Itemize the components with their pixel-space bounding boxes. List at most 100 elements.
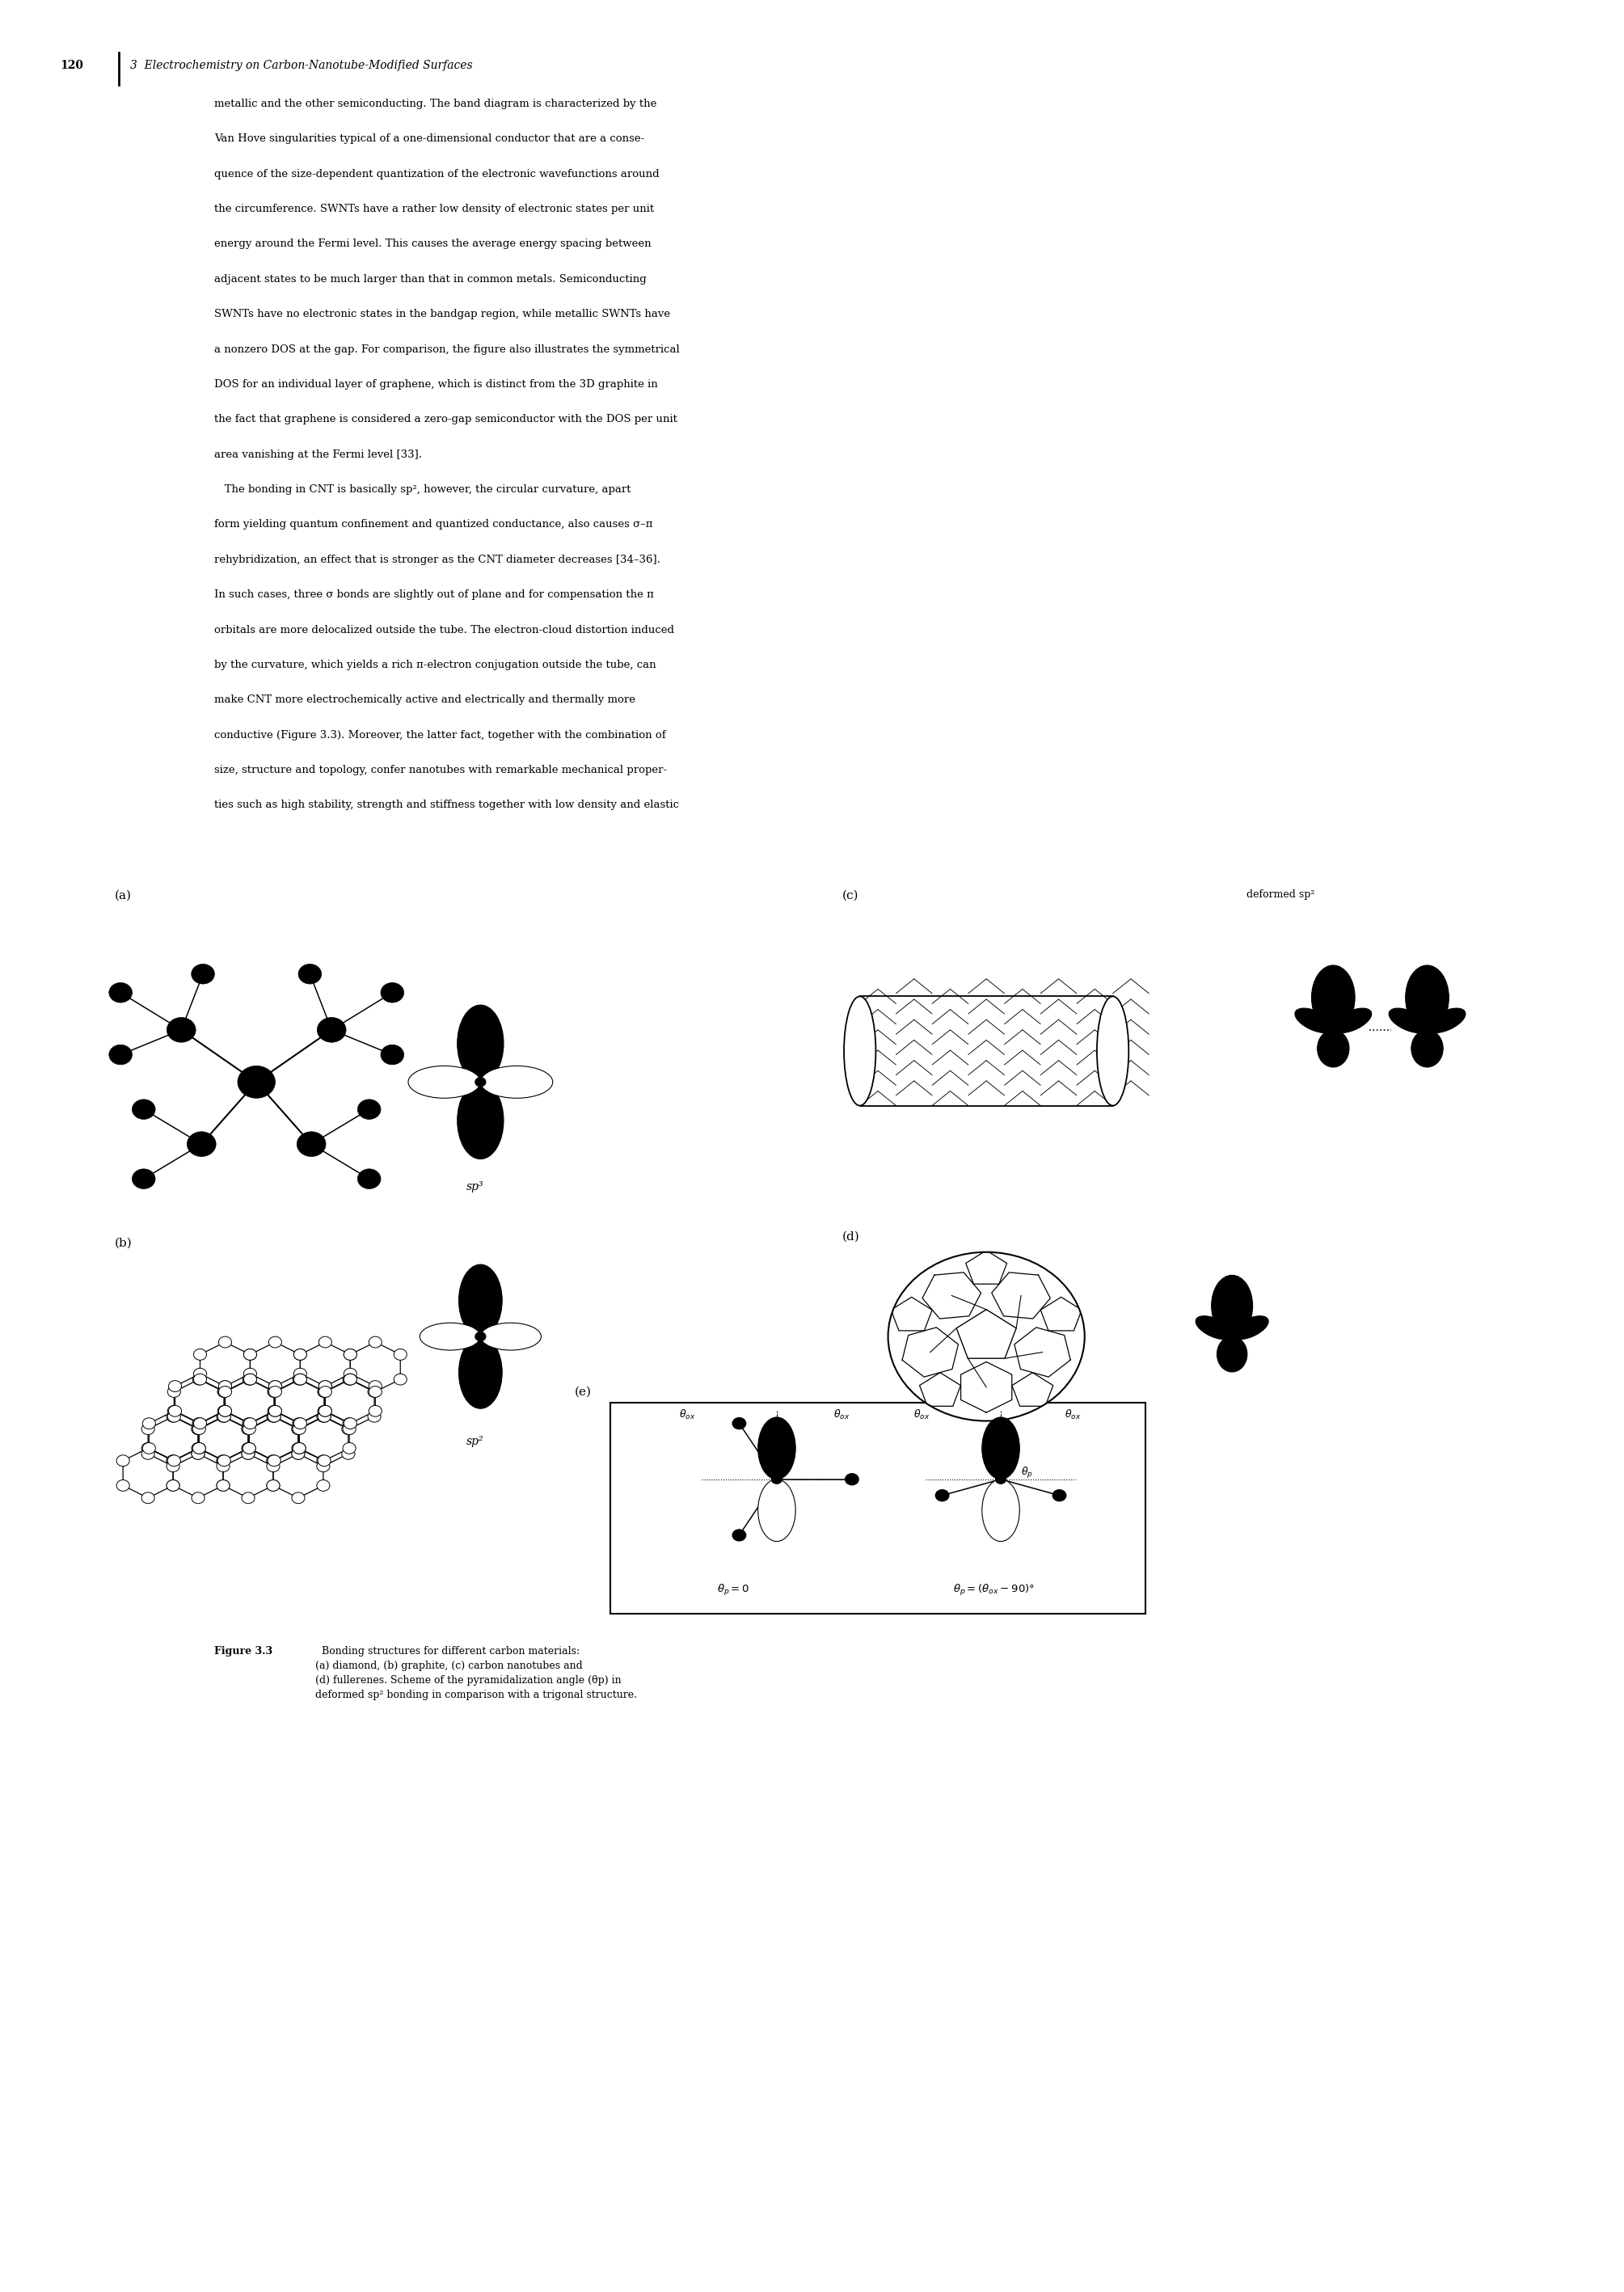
Circle shape <box>193 1442 206 1453</box>
Circle shape <box>242 1442 255 1453</box>
Circle shape <box>344 1373 357 1384</box>
Circle shape <box>474 1332 486 1341</box>
Circle shape <box>167 1481 180 1492</box>
Circle shape <box>1423 1025 1432 1034</box>
Circle shape <box>380 1045 404 1063</box>
Text: SWNTs have no electronic states in the bandgap region, while metallic SWNTs have: SWNTs have no electronic states in the b… <box>214 309 671 319</box>
Circle shape <box>216 1481 229 1492</box>
Circle shape <box>935 1490 950 1501</box>
Text: $\theta_{ox}$: $\theta_{ox}$ <box>913 1407 929 1421</box>
Circle shape <box>242 1449 255 1460</box>
Ellipse shape <box>481 1066 552 1098</box>
Circle shape <box>244 1419 257 1428</box>
Ellipse shape <box>1389 1008 1427 1034</box>
Circle shape <box>268 1387 281 1398</box>
Circle shape <box>109 1045 132 1063</box>
Ellipse shape <box>983 1478 1020 1540</box>
Circle shape <box>1328 1025 1338 1034</box>
Text: a nonzero DOS at the gap. For comparison, the figure also illustrates the symmet: a nonzero DOS at the gap. For comparison… <box>214 344 680 355</box>
Circle shape <box>193 1373 206 1384</box>
Circle shape <box>318 1455 331 1467</box>
Circle shape <box>1228 1332 1237 1341</box>
Text: sp²: sp² <box>466 1435 484 1446</box>
Circle shape <box>1052 1490 1067 1501</box>
Circle shape <box>242 1492 255 1504</box>
Ellipse shape <box>419 1322 481 1350</box>
Circle shape <box>996 1474 1007 1485</box>
Circle shape <box>167 1455 180 1467</box>
Circle shape <box>357 1169 380 1190</box>
Circle shape <box>192 1423 205 1435</box>
Text: The bonding in CNT is basically sp², however, the circular curvature, apart: The bonding in CNT is basically sp², how… <box>214 484 632 495</box>
Text: (b): (b) <box>115 1238 133 1249</box>
Text: quence of the size-dependent quantization of the electronic wavefunctions around: quence of the size-dependent quantizatio… <box>214 170 659 179</box>
Circle shape <box>318 1387 331 1398</box>
Circle shape <box>219 1380 232 1391</box>
Circle shape <box>237 1066 274 1098</box>
Circle shape <box>732 1416 747 1430</box>
Text: Van Hove singularities typical of a one-dimensional conductor that are a conse-: Van Hove singularities typical of a one-… <box>214 133 645 144</box>
Circle shape <box>266 1481 279 1492</box>
Ellipse shape <box>458 1004 503 1082</box>
Circle shape <box>193 1423 206 1435</box>
Circle shape <box>109 983 132 1002</box>
Text: orbitals are more delocalized outside the tube. The electron-cloud distortion in: orbitals are more delocalized outside th… <box>214 626 674 635</box>
Circle shape <box>268 1387 281 1398</box>
Circle shape <box>193 1419 206 1428</box>
Circle shape <box>193 1373 206 1384</box>
Ellipse shape <box>1405 965 1449 1029</box>
Circle shape <box>169 1380 182 1391</box>
Circle shape <box>268 1336 281 1348</box>
Circle shape <box>318 1412 331 1421</box>
Text: size, structure and topology, confer nanotubes with remarkable mechanical proper: size, structure and topology, confer nan… <box>214 766 667 775</box>
Ellipse shape <box>1212 1274 1252 1336</box>
Circle shape <box>268 1412 281 1421</box>
Circle shape <box>244 1350 257 1359</box>
Circle shape <box>216 1455 229 1467</box>
Circle shape <box>994 1442 1009 1453</box>
Circle shape <box>219 1336 232 1348</box>
Circle shape <box>218 1412 231 1421</box>
Circle shape <box>192 1423 205 1435</box>
Circle shape <box>167 1455 180 1467</box>
Text: In such cases, three σ bonds are slightly out of plane and for compensation the : In such cases, three σ bonds are slightl… <box>214 589 654 601</box>
Circle shape <box>117 1455 130 1467</box>
Circle shape <box>395 1350 408 1359</box>
Circle shape <box>167 1405 180 1416</box>
Ellipse shape <box>1195 1316 1233 1339</box>
Bar <box>859 997 1112 1105</box>
Circle shape <box>169 1405 182 1416</box>
Circle shape <box>367 1412 380 1421</box>
Circle shape <box>193 1442 206 1453</box>
Text: form yielding quantum confinement and quantized conductance, also causes σ–π: form yielding quantum confinement and qu… <box>214 520 653 529</box>
Circle shape <box>193 1419 206 1428</box>
Ellipse shape <box>1317 1029 1350 1068</box>
Circle shape <box>294 1419 307 1428</box>
Text: sp³: sp³ <box>466 1180 484 1192</box>
Ellipse shape <box>1312 965 1354 1029</box>
Circle shape <box>244 1350 257 1359</box>
Circle shape <box>888 1251 1085 1421</box>
Circle shape <box>242 1423 255 1435</box>
Circle shape <box>242 1442 255 1453</box>
Text: deformed sp²: deformed sp² <box>1247 889 1315 901</box>
Circle shape <box>218 1405 231 1416</box>
Circle shape <box>344 1350 357 1359</box>
Circle shape <box>242 1449 255 1460</box>
Text: $\theta_{ox}$: $\theta_{ox}$ <box>833 1407 849 1421</box>
Text: adjacent states to be much larger than that in common metals. Semiconducting: adjacent states to be much larger than t… <box>214 275 646 284</box>
Circle shape <box>771 1474 783 1485</box>
Circle shape <box>369 1336 382 1348</box>
Ellipse shape <box>481 1322 541 1350</box>
Circle shape <box>318 1405 331 1416</box>
Circle shape <box>341 1423 354 1435</box>
Circle shape <box>268 1387 281 1398</box>
Circle shape <box>380 983 404 1002</box>
Circle shape <box>268 1405 281 1416</box>
Circle shape <box>219 1380 232 1391</box>
Text: make CNT more electrochemically active and electrically and thermally more: make CNT more electrochemically active a… <box>214 694 635 706</box>
Text: $\theta_p=0$: $\theta_p=0$ <box>718 1584 750 1598</box>
Circle shape <box>216 1481 229 1492</box>
Text: Figure 3.3: Figure 3.3 <box>214 1646 273 1657</box>
Circle shape <box>299 965 322 983</box>
